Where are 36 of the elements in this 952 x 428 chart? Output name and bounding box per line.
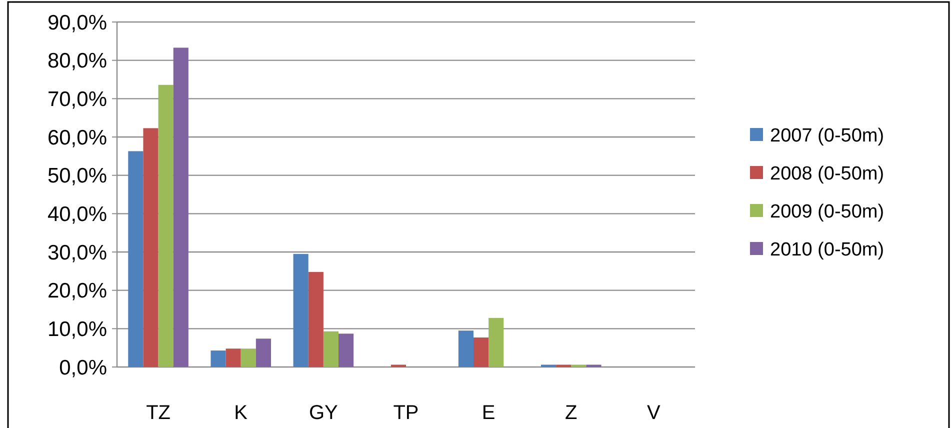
bar	[293, 254, 308, 367]
bar	[308, 272, 324, 367]
bar	[256, 338, 271, 367]
legend-label: 2010 (0-50m)	[770, 240, 884, 261]
bar	[173, 48, 188, 367]
y-tick-label: 30,0%	[47, 241, 107, 264]
x-tick-label: K	[234, 402, 248, 424]
bar	[323, 331, 338, 367]
bar	[226, 348, 241, 367]
x-tick-label: GY	[308, 402, 338, 424]
legend-label: 2007 (0-50m)	[770, 126, 884, 147]
bar	[338, 334, 354, 367]
x-tick-label: TP	[393, 402, 419, 424]
legend-label: 2009 (0-50m)	[770, 202, 884, 223]
y-tick-label: 40,0%	[47, 203, 107, 226]
bar	[128, 151, 144, 367]
x-tick-label: Z	[565, 402, 578, 424]
bar	[488, 318, 504, 367]
bar	[458, 330, 474, 367]
x-tick-label: V	[647, 402, 662, 424]
y-tick-label: 10,0%	[47, 318, 107, 342]
y-tick-label: 70,0%	[47, 88, 107, 112]
y-tick-label: 60,0%	[47, 126, 107, 150]
y-tick-label: 90,0%	[47, 11, 107, 34]
y-tick-label: 20,0%	[47, 280, 107, 303]
bar	[158, 84, 174, 367]
y-tick-label: 80,0%	[47, 50, 107, 73]
y-tick-label: 0,0%	[59, 356, 107, 380]
x-tick-label: TZ	[146, 402, 171, 424]
x-tick-label: E	[482, 402, 496, 424]
legend-label: 2008 (0-50m)	[770, 164, 884, 185]
bar	[210, 350, 226, 367]
bar	[474, 337, 489, 367]
bar	[240, 348, 256, 367]
y-tick-label: 50,0%	[47, 164, 107, 188]
bar	[143, 128, 158, 367]
